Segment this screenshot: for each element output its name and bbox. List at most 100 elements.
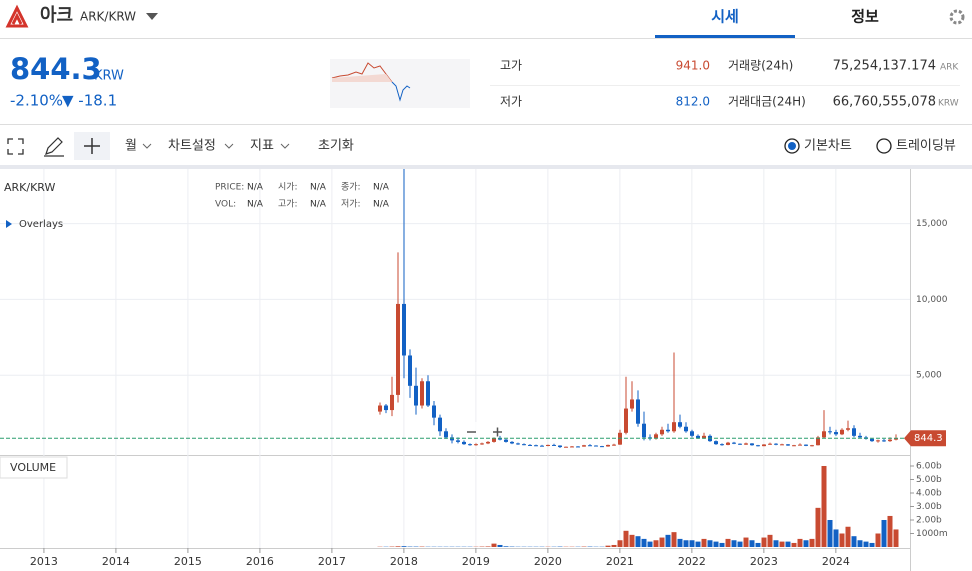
x-tick-label: 2022 xyxy=(678,555,706,568)
volume-box xyxy=(0,456,68,479)
stat-unit: KRW xyxy=(938,99,959,109)
v-tick-label: 3.00b xyxy=(916,502,942,512)
volume-bar xyxy=(785,541,791,547)
candle-body xyxy=(534,445,538,447)
volume-bar xyxy=(605,545,611,547)
candle-body xyxy=(690,431,694,436)
cross-tool[interactable] xyxy=(84,138,100,154)
volume-bar xyxy=(635,536,641,547)
candle-body xyxy=(876,440,880,442)
candle-body xyxy=(498,438,502,440)
candle-body xyxy=(852,428,856,436)
candle-body xyxy=(528,444,532,446)
candle-body xyxy=(750,443,754,446)
candle-body xyxy=(840,429,844,435)
candle-body xyxy=(756,445,760,447)
change: ▼ -18.1 xyxy=(62,92,117,110)
volume-bar xyxy=(875,533,881,547)
candle-body xyxy=(558,445,562,448)
candle-body xyxy=(726,442,730,445)
radio[interactable] xyxy=(876,138,892,154)
tab[interactable]: 시세 xyxy=(711,8,739,26)
zoom-buttons[interactable] xyxy=(467,427,502,437)
volume-bar xyxy=(845,526,851,547)
candle-body xyxy=(762,444,766,447)
menu[interactable]: 지표 xyxy=(250,139,274,154)
candle-body xyxy=(426,381,430,406)
info-value: N/A xyxy=(310,183,327,193)
volume-bar xyxy=(491,543,497,547)
candle-body xyxy=(738,443,742,445)
volume-bar xyxy=(695,541,701,547)
separator xyxy=(0,165,972,169)
settings[interactable] xyxy=(949,9,965,25)
x-tick-label: 2020 xyxy=(534,555,562,568)
tab[interactable]: 정보 xyxy=(851,8,879,26)
candle-body xyxy=(504,439,508,442)
candle-body xyxy=(492,438,496,442)
x-tick-label: 2016 xyxy=(246,555,274,568)
y-tick-label: 5,000 xyxy=(916,371,942,381)
candle-body xyxy=(420,381,424,406)
candle-body xyxy=(636,399,640,424)
menu[interactable]: 월 xyxy=(125,139,137,154)
draw-tool[interactable] xyxy=(44,137,64,157)
coin-name: 아크 xyxy=(40,5,73,26)
x-tick-label: 2017 xyxy=(318,555,346,568)
x-tick-label: 2024 xyxy=(822,555,850,568)
volume-bar xyxy=(707,540,713,547)
info-label: 시가: xyxy=(278,182,298,193)
menu[interactable]: 차트설정 xyxy=(168,139,216,154)
volume-bar xyxy=(839,533,845,547)
volume-bar xyxy=(851,536,857,547)
volume-bar xyxy=(725,538,731,547)
candle-body xyxy=(396,303,400,395)
candle-body xyxy=(474,444,478,446)
logo xyxy=(5,4,29,28)
candle-body xyxy=(630,399,634,409)
candle-body xyxy=(822,431,826,438)
volume-bar xyxy=(857,540,863,547)
candle-body xyxy=(588,445,592,447)
volume-bar xyxy=(809,538,815,547)
caret xyxy=(142,143,152,149)
overlays[interactable]: Overlays xyxy=(19,219,63,230)
volume-bar xyxy=(659,537,665,547)
mode[interactable]: 기본차트 xyxy=(804,139,852,154)
volume-bar xyxy=(893,529,899,547)
info-value: N/A xyxy=(247,183,264,193)
volume-bar xyxy=(617,540,623,547)
radio-dot xyxy=(788,142,796,150)
overlay-arrow[interactable] xyxy=(6,220,12,228)
volume-bar xyxy=(623,530,629,547)
candle-body xyxy=(378,405,382,412)
stat-value: 75,254,137.174 xyxy=(833,59,936,74)
dropdown[interactable] xyxy=(146,13,158,20)
candle-body xyxy=(462,441,466,445)
x-tick-label: 2014 xyxy=(102,555,130,568)
volume-bar xyxy=(713,541,719,547)
y-tick-label: 15,000 xyxy=(916,219,948,229)
candle-body xyxy=(810,445,814,447)
reset[interactable]: 초기화 xyxy=(318,139,354,154)
sparkline-fill xyxy=(332,74,392,82)
volume-bar xyxy=(869,542,875,547)
candle-body xyxy=(414,385,418,406)
volume-bar xyxy=(677,538,683,547)
radio[interactable] xyxy=(784,138,800,154)
v-tick-label: 6.00b xyxy=(916,461,942,471)
mode[interactable]: 트레이딩뷰 xyxy=(896,139,956,154)
x-tick-label: 2015 xyxy=(174,555,202,568)
candle-body xyxy=(666,429,670,432)
fullscreen[interactable] xyxy=(7,138,24,155)
candle-body xyxy=(888,439,892,442)
info-label: VOL: xyxy=(215,200,236,210)
candle-body xyxy=(384,405,388,411)
candle-body xyxy=(612,444,616,446)
info-label: 저가: xyxy=(341,199,361,210)
volume-label: VOLUME xyxy=(10,461,56,474)
volume-bar xyxy=(833,529,839,547)
stat-value: 66,760,555,078 xyxy=(833,95,936,110)
candle-body xyxy=(828,431,832,433)
